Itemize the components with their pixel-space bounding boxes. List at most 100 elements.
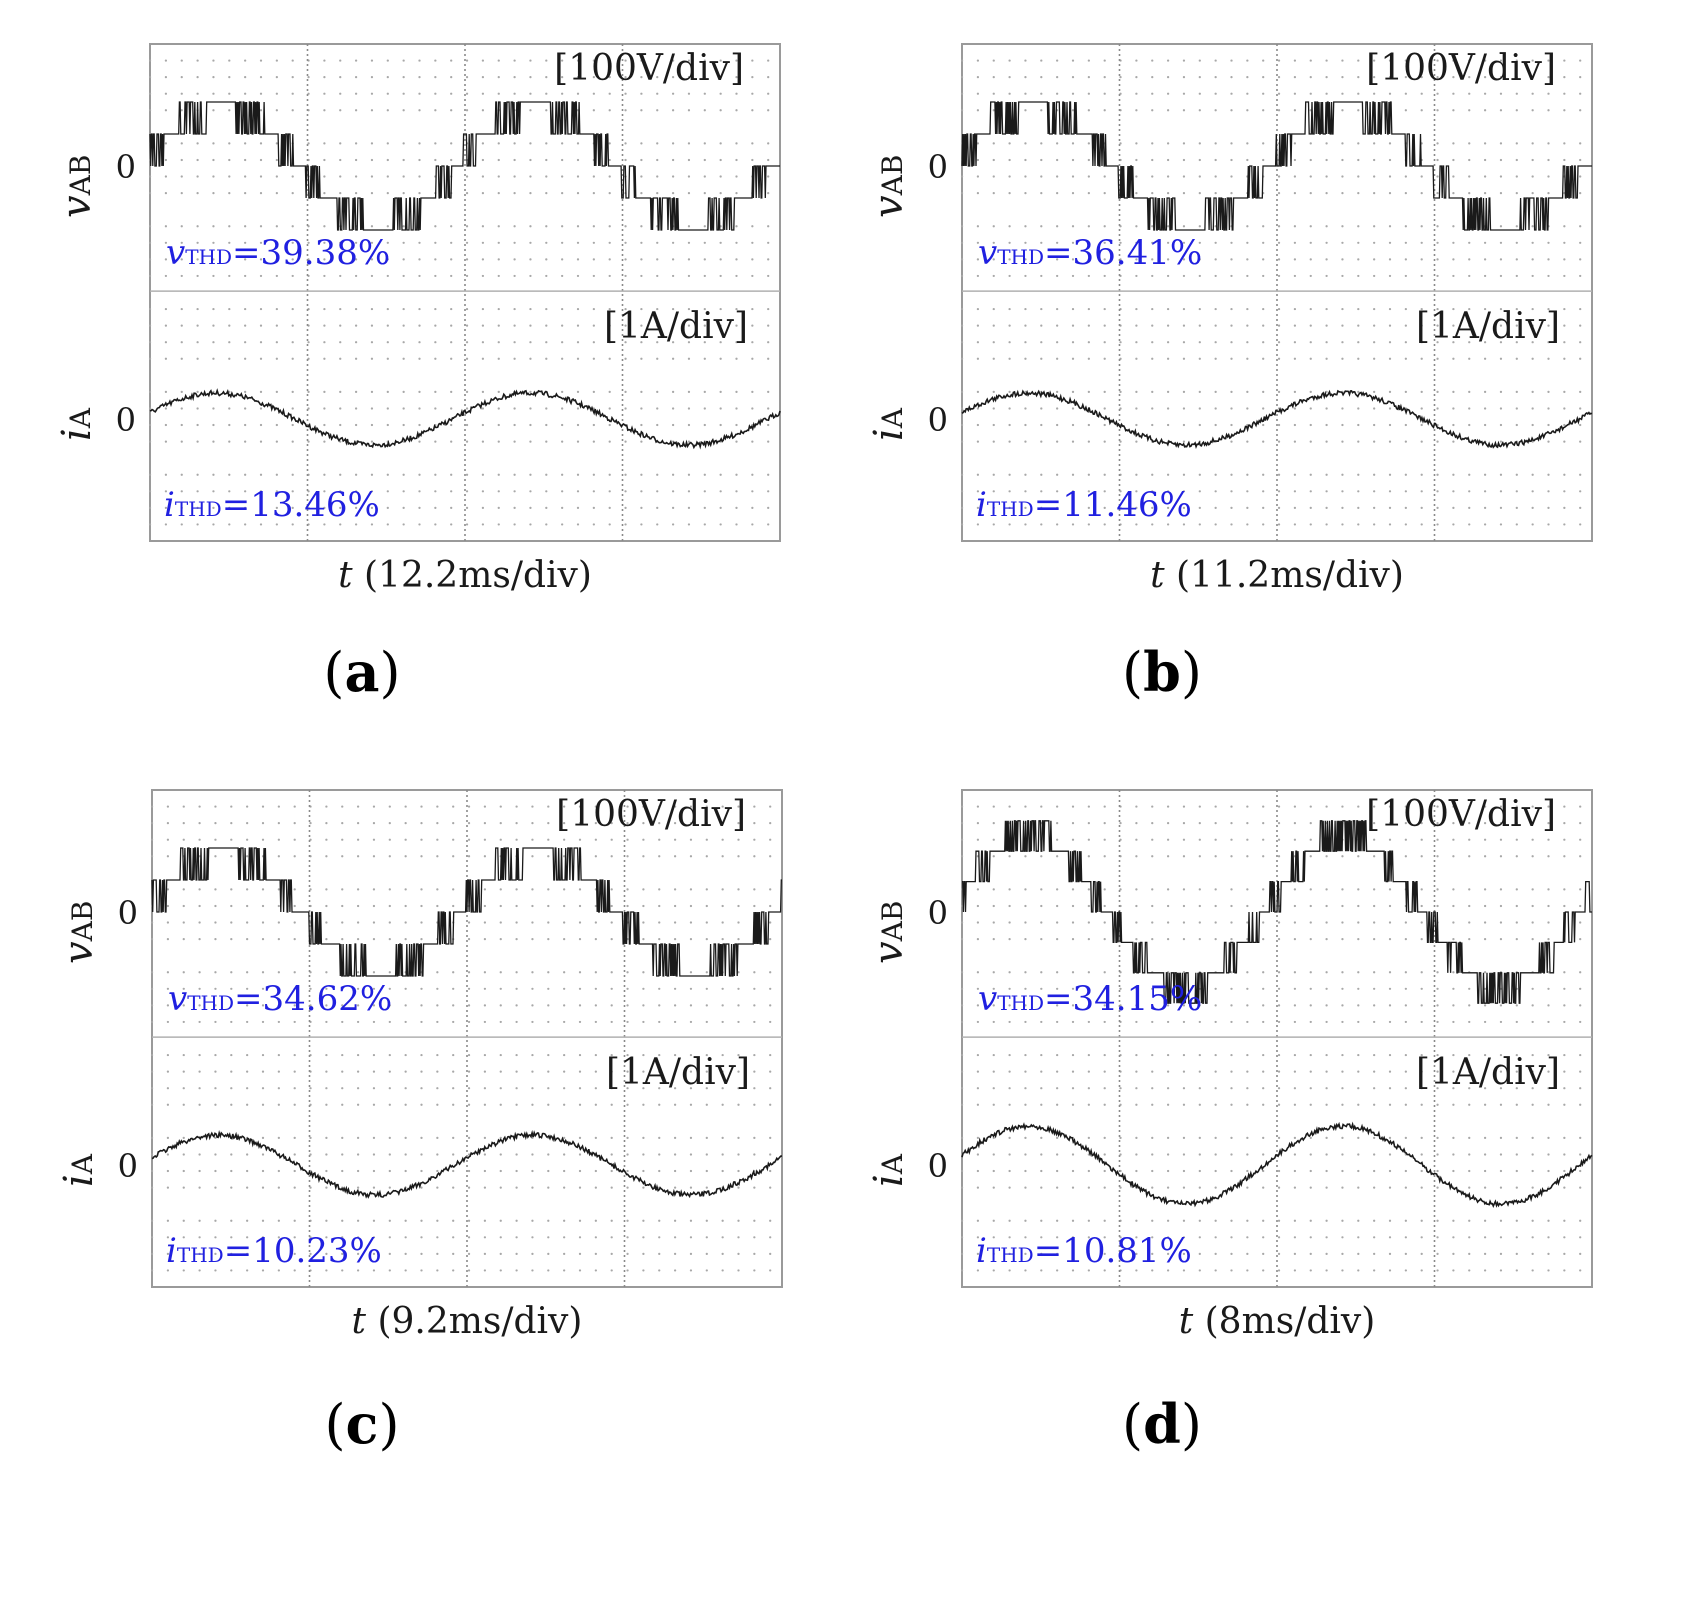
voltage-thd-symbol: v [166,233,185,273]
voltage-thd-symbol: v [978,979,997,1019]
current-trace-iA [149,388,781,450]
x-axis-label: t (9.2ms/div) [352,1301,583,1342]
x-axis-label: t (11.2ms/div) [1150,555,1404,596]
x-axis-label: t (12.2ms/div) [338,555,592,596]
current-thd-symbol: i [166,1231,177,1271]
voltage-thd: vTHD=34.62% [168,979,392,1019]
x-axis-symbol: t [338,555,353,596]
subfigure-label-close: ) [1180,1393,1202,1456]
oscilloscope-panel: [100V/div] [1A/div] 0 0 vAB iA vTHD=34.15% iTHD… [812,746,1652,1366]
oscilloscope-panel: [100V/div] [1A/div] 0 0 vAB iA vTHD=36.41% iTHD… [812,0,1652,620]
subfigure-label-letter: c [345,1392,379,1456]
current-thd: iTHD=11.46% [976,485,1192,525]
x-axis-symbol: t [1179,1301,1194,1342]
current-channel-symbol: i [866,1174,912,1187]
voltage-thd: vTHD=39.38% [166,233,390,273]
current-channel-subscript: A [876,407,909,429]
current-trace-iA [151,1129,782,1199]
current-thd-symbol: i [976,485,987,525]
subfigure-label-open: ( [1122,1393,1144,1456]
current-thd: iTHD=13.46% [164,485,380,525]
subfigure-label: (b) [1012,640,1312,704]
voltage-thd-value: =39.38% [232,233,390,273]
voltage-thd: vTHD=36.41% [978,233,1202,273]
voltage-scale-label: [100V/div] [554,48,744,89]
current-thd-symbol: i [976,1231,987,1271]
current-thd-value: =10.81% [1034,1231,1192,1271]
current-channel-name: iA [54,407,100,441]
oscilloscope-panel: [100V/div] [1A/div] 0 0 vAB iA vTHD=39.38% iTHD… [0,0,840,620]
current-channel-name: iA [866,1153,912,1187]
voltage-zero-label: 0 [116,148,136,186]
current-zero-label: 0 [116,401,136,439]
voltage-scale-label: [100V/div] [1366,48,1556,89]
current-thd-subscript: THD [987,1243,1034,1267]
x-axis-scale: (11.2ms/div) [1165,555,1404,596]
subfigure-label-close: ) [379,641,401,704]
oscilloscope-chart: [100V/div][1A/div]00vABiAvTHD=34.62%iTHD… [56,789,784,1342]
current-scale-label: [1A/div] [604,306,748,347]
current-channel-symbol: i [54,428,100,441]
oscilloscope-chart: [100V/div][1A/div]00vABiAvTHD=36.41%iTHD… [866,43,1594,596]
x-axis-symbol: t [352,1301,367,1342]
voltage-zero-label: 0 [928,894,948,932]
x-axis-symbol: t [1150,555,1165,596]
current-zero-label: 0 [928,1147,948,1185]
subfigure-label: (c) [212,1392,512,1456]
plot-frame [151,789,783,1288]
voltage-thd-subscript: THD [997,245,1044,269]
current-thd-subscript: THD [175,497,222,521]
voltage-trace-vAB [961,101,1592,231]
voltage-thd-symbol: v [168,979,187,1019]
voltage-channel-symbol: v [866,941,912,964]
voltage-thd-symbol: v [978,233,997,273]
voltage-channel-subscript: AB [64,155,97,197]
voltage-scale-label: [100V/div] [556,794,746,835]
voltage-trace-vAB [149,101,780,231]
oscilloscope-chart: [100V/div][1A/div]00vABiAvTHD=34.15%iTHD… [866,789,1594,1342]
current-zero-label: 0 [928,401,948,439]
current-channel-name: iA [56,1153,102,1187]
current-thd-value: =13.46% [222,485,380,525]
current-zero-label: 0 [118,1147,138,1185]
voltage-thd: vTHD=34.15% [978,979,1202,1019]
voltage-thd-value: =36.41% [1044,233,1202,273]
x-axis-scale: (8ms/div) [1193,1301,1375,1342]
voltage-channel-name: vAB [54,155,100,218]
voltage-channel-name: vAB [866,901,912,964]
subfigure-label-open: ( [1122,641,1144,704]
current-channel-name: iA [866,407,912,441]
current-scale-label: [1A/div] [1416,306,1560,347]
voltage-zero-label: 0 [118,894,138,932]
current-thd-symbol: i [164,485,175,525]
x-axis-scale: (9.2ms/div) [366,1301,582,1342]
current-channel-subscript: A [64,407,97,429]
voltage-channel-symbol: v [56,941,102,964]
current-channel-symbol: i [866,428,912,441]
voltage-channel-symbol: v [54,195,100,218]
oscilloscope-chart: [100V/div][1A/div]00vABiAvTHD=39.38%iTHD… [54,43,782,596]
subfigure-label-letter: d [1143,1392,1181,1456]
voltage-channel-name: vAB [56,901,102,964]
voltage-channel-subscript: AB [876,901,909,943]
current-trace-iA [961,389,1593,449]
subfigure-label: (d) [1012,1392,1312,1456]
subfigure-label-letter: a [344,640,380,704]
x-axis-scale: (12.2ms/div) [353,555,592,596]
voltage-scale-label: [100V/div] [1366,794,1556,835]
subfigure-label-letter: b [1143,640,1181,704]
oscilloscope-panel: [100V/div] [1A/div] 0 0 vAB iA vTHD=34.62% iTHD… [2,746,842,1366]
current-channel-subscript: A [876,1153,909,1175]
voltage-thd-subscript: THD [997,991,1044,1015]
current-thd: iTHD=10.23% [166,1231,382,1271]
subfigure-label: (a) [212,640,512,704]
x-axis-label: t (8ms/div) [1179,1301,1376,1342]
current-thd-subscript: THD [177,1243,224,1267]
voltage-trace-vAB [151,847,782,977]
current-thd: iTHD=10.81% [976,1231,1192,1271]
voltage-channel-name: vAB [866,155,912,218]
voltage-channel-subscript: AB [66,901,99,943]
current-scale-label: [1A/div] [1416,1052,1560,1093]
voltage-thd-subscript: THD [185,245,232,269]
subfigure-label-open: ( [323,641,345,704]
